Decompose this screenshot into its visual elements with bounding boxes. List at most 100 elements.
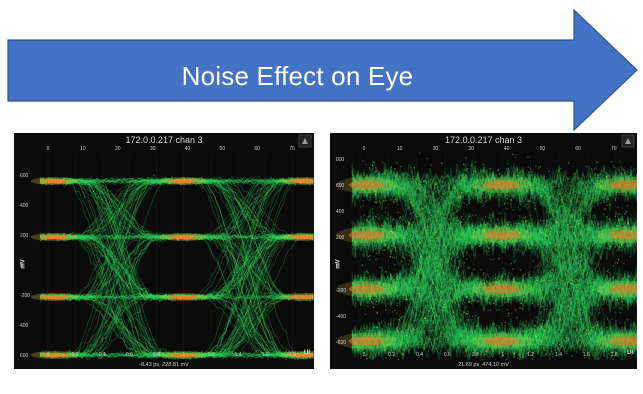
noise-dot xyxy=(514,291,516,293)
noise-dot xyxy=(597,237,599,239)
noise-dot xyxy=(452,337,455,339)
noise-dot xyxy=(375,258,377,260)
noise-dot xyxy=(584,187,586,189)
noise-dot xyxy=(402,232,404,234)
noise-dot xyxy=(552,196,554,198)
noise-dot xyxy=(465,246,467,248)
noise-dot xyxy=(536,317,539,319)
bottom-tick-label: 1 xyxy=(501,352,505,358)
noise-dot xyxy=(505,222,507,224)
noise-dot xyxy=(379,334,381,336)
noise-dot xyxy=(578,290,580,292)
noise-dot xyxy=(513,353,515,355)
noise-dot xyxy=(459,179,461,181)
eye-trace xyxy=(351,164,637,304)
noise-dot xyxy=(404,241,406,243)
noise-dot xyxy=(557,297,559,300)
noise-dot xyxy=(406,238,408,240)
noise-dot xyxy=(548,283,550,285)
noise-dot xyxy=(465,157,467,159)
noise-dot xyxy=(615,194,617,196)
noise-dot xyxy=(595,250,597,252)
noise-dot xyxy=(526,224,528,226)
noise-dot xyxy=(454,260,456,262)
noise-dot xyxy=(479,339,481,341)
noise-dot xyxy=(550,229,552,231)
noise-dot xyxy=(580,320,582,322)
noise-dot xyxy=(555,230,557,233)
noise-dot xyxy=(582,201,584,203)
noise-dot xyxy=(461,184,463,186)
noise-dot xyxy=(464,247,466,249)
density-hotspot xyxy=(169,352,198,358)
noise-dot xyxy=(388,327,390,329)
noise-dot xyxy=(573,287,575,289)
noise-dot xyxy=(523,191,525,193)
noise-dot xyxy=(418,283,420,285)
noise-dot xyxy=(482,341,484,343)
noise-dot xyxy=(400,166,402,168)
noise-dot xyxy=(459,319,461,321)
noise-dot xyxy=(386,345,388,347)
noise-dot xyxy=(438,269,440,271)
noise-dot xyxy=(397,329,399,332)
settings-icon[interactable] xyxy=(298,134,312,148)
noise-dot xyxy=(403,349,405,351)
noise-dot xyxy=(602,347,604,349)
noise-dot xyxy=(443,271,445,273)
noise-dot xyxy=(484,197,486,199)
noise-dot xyxy=(517,354,520,356)
noise-dot xyxy=(476,278,478,280)
noise-dot xyxy=(378,332,380,334)
noise-dot xyxy=(503,190,505,192)
noise-dot xyxy=(464,326,466,328)
noise-dot xyxy=(406,335,408,337)
noise-dot xyxy=(574,296,576,298)
noise-dot xyxy=(625,211,628,213)
noise-dot xyxy=(608,290,610,292)
noise-dot xyxy=(497,277,499,279)
noise-dot xyxy=(467,336,469,338)
eye-trace xyxy=(39,177,314,359)
noise-dot xyxy=(607,345,609,347)
noise-dot xyxy=(597,337,599,339)
noise-dot xyxy=(536,194,538,196)
noise-dot xyxy=(418,306,420,308)
noise-dot xyxy=(526,299,529,302)
noise-dot xyxy=(508,323,510,325)
noise-dot xyxy=(542,277,544,279)
noise-dot xyxy=(397,236,399,239)
noise-dot xyxy=(396,229,398,231)
noise-dot xyxy=(543,309,545,311)
noise-dot xyxy=(536,236,538,238)
density-halo xyxy=(279,177,314,185)
noise-dot xyxy=(512,189,515,191)
density-hotspot xyxy=(289,178,314,184)
bottom-tick-label: 1.6 xyxy=(261,352,269,358)
noise-dot xyxy=(459,234,461,236)
top-tick-label: 40 xyxy=(184,146,191,152)
noise-dot xyxy=(630,275,632,278)
noise-dot xyxy=(464,289,466,291)
noise-dot xyxy=(421,258,423,261)
noise-dot xyxy=(529,222,532,224)
noise-dot xyxy=(445,227,447,229)
noise-dot xyxy=(484,354,486,356)
noise-dot xyxy=(435,258,437,260)
noise-dot xyxy=(474,161,476,163)
noise-dot xyxy=(387,303,389,305)
noise-dot xyxy=(523,336,525,338)
noise-dot xyxy=(529,343,531,345)
noise-dot xyxy=(394,347,396,349)
noise-dot xyxy=(493,323,495,325)
noise-dot xyxy=(437,265,439,267)
noise-dot xyxy=(524,186,526,188)
settings-icon[interactable] xyxy=(621,134,635,148)
noise-dot xyxy=(516,329,518,332)
noise-dot xyxy=(397,359,399,361)
noise-dot xyxy=(388,232,390,234)
noise-dot xyxy=(597,238,599,240)
noise-dot xyxy=(608,239,610,241)
noise-dot xyxy=(525,350,527,352)
noise-dot xyxy=(528,200,530,202)
